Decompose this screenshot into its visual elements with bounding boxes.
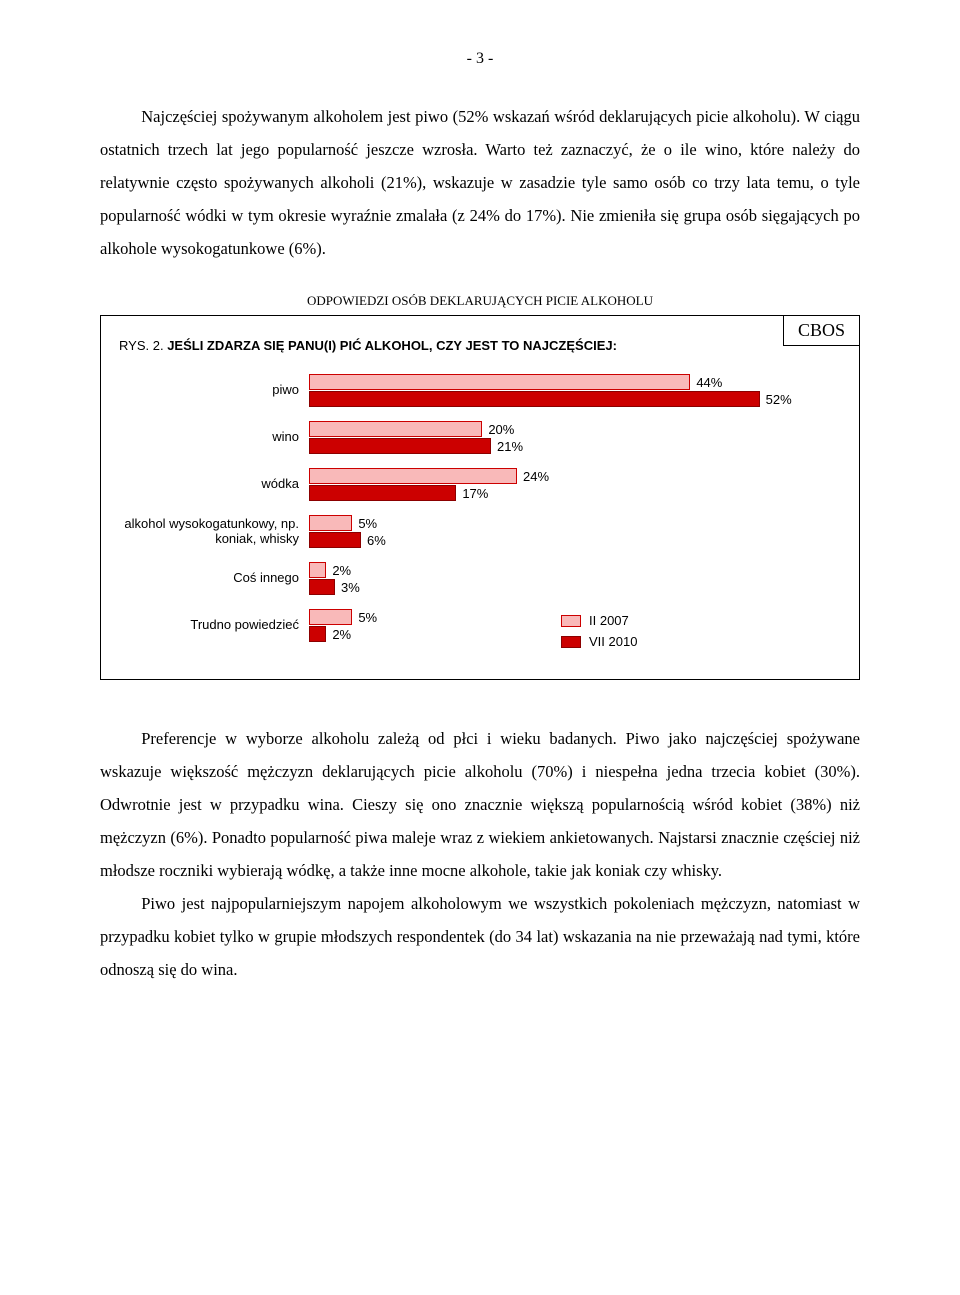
intro-paragraph-block: Najczęściej spożywanym alkoholem jest pi… xyxy=(100,100,860,265)
chart-legend: II 2007 VII 2010 xyxy=(561,613,637,649)
bar-value-label: 5% xyxy=(358,516,377,531)
bar-value-label: 2% xyxy=(332,627,351,642)
bar-row: Coś innego2%3% xyxy=(119,561,841,596)
bar-value-label: 24% xyxy=(523,469,549,484)
bar-value-label: 6% xyxy=(367,533,386,548)
bar-value-label: 52% xyxy=(766,392,792,407)
bar-fill xyxy=(309,421,482,437)
chart-figure-number: RYS. 2. xyxy=(119,338,164,353)
cbos-label: CBOS xyxy=(783,315,860,346)
analysis-paragraph-1: Preferencje w wyborze alkoholu zależą od… xyxy=(100,722,860,887)
chart-question: JEŚLI ZDARZA SIĘ PANU(I) PIĆ ALKOHOL, CZ… xyxy=(167,338,617,353)
chart-box: CBOS RYS. 2. JEŚLI ZDARZA SIĘ PANU(I) PI… xyxy=(100,315,860,680)
bar-category-label: Trudno powiedzieć xyxy=(119,618,309,633)
legend-item: II 2007 xyxy=(561,613,637,628)
bar: 21% xyxy=(309,438,841,454)
bar-fill xyxy=(309,609,352,625)
legend-label: II 2007 xyxy=(589,613,629,628)
bar-fill xyxy=(309,562,326,578)
bar: 6% xyxy=(309,532,841,548)
bar-fill xyxy=(309,374,690,390)
bar-value-label: 2% xyxy=(332,563,351,578)
intro-paragraph: Najczęściej spożywanym alkoholem jest pi… xyxy=(100,100,860,265)
chart-title: RYS. 2. JEŚLI ZDARZA SIĘ PANU(I) PIĆ ALK… xyxy=(119,338,841,353)
bar-category-label: alkohol wysokogatunkowy, np. koniak, whi… xyxy=(119,517,309,547)
bar: 20% xyxy=(309,421,841,437)
bar-pair: 2%3% xyxy=(309,561,841,596)
analysis-paragraph-2: Piwo jest najpopularniejszym napojem alk… xyxy=(100,887,860,986)
legend-swatch xyxy=(561,636,581,648)
bar-fill xyxy=(309,579,335,595)
legend-item: VII 2010 xyxy=(561,634,637,649)
bar-category-label: Coś innego xyxy=(119,571,309,586)
chart-subtitle-text: ODPOWIEDZI OSÓB DEKLARUJĄCYCH PICIE ALKO… xyxy=(307,293,653,308)
bar: 17% xyxy=(309,485,841,501)
after-chart-block: Preferencje w wyborze alkoholu zależą od… xyxy=(100,722,860,986)
bar-fill xyxy=(309,515,352,531)
bars-container: piwo44%52%wino20%21%wódka24%17%alkohol w… xyxy=(119,373,841,643)
bar-fill xyxy=(309,438,491,454)
bar: 52% xyxy=(309,391,841,407)
bar-category-label: wino xyxy=(119,430,309,445)
legend-swatch xyxy=(561,615,581,627)
bar-value-label: 21% xyxy=(497,439,523,454)
bar: 3% xyxy=(309,579,841,595)
bar-row: wino20%21% xyxy=(119,420,841,455)
bar-pair: 20%21% xyxy=(309,420,841,455)
bar-row: piwo 44% 52% xyxy=(119,373,841,408)
bar-value-label: 3% xyxy=(341,580,360,595)
bar-value-label: 17% xyxy=(462,486,488,501)
legend-label: VII 2010 xyxy=(589,634,637,649)
bar-row: wódka 24% 17% xyxy=(119,467,841,502)
bar-row: alkohol wysokogatunkowy, np. koniak, whi… xyxy=(119,514,841,549)
chart-subtitle: ODPOWIEDZI OSÓB DEKLARUJĄCYCH PICIE ALKO… xyxy=(100,293,860,309)
bar-pair: 44% 52% xyxy=(309,373,841,408)
bar-fill xyxy=(309,626,326,642)
bar-category-label: wódka xyxy=(119,477,309,492)
bar-fill xyxy=(309,468,517,484)
bar: 24% xyxy=(309,468,841,484)
bar-row: Trudno powiedzieć 5% 2% xyxy=(119,608,841,643)
chart-section: ODPOWIEDZI OSÓB DEKLARUJĄCYCH PICIE ALKO… xyxy=(100,293,860,680)
bar: 5% xyxy=(309,515,841,531)
bar-value-label: 5% xyxy=(358,610,377,625)
bar-value-label: 20% xyxy=(488,422,514,437)
bar-fill xyxy=(309,532,361,548)
bar-pair: 5%6% xyxy=(309,514,841,549)
bar-pair: 24% 17% xyxy=(309,467,841,502)
bar: 44% xyxy=(309,374,841,390)
bar: 2% xyxy=(309,562,841,578)
page-number: - 3 - xyxy=(100,50,860,68)
bar-value-label: 44% xyxy=(696,375,722,390)
bar-category-label: piwo xyxy=(119,383,309,398)
bar-fill xyxy=(309,485,456,501)
bar-fill xyxy=(309,391,760,407)
